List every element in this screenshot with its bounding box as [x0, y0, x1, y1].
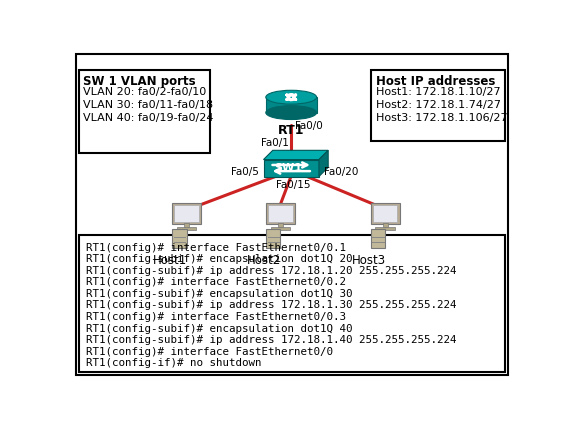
Text: Host3: Host3 — [352, 255, 386, 267]
Text: RT1(config-subif)# encapsulation dot1Q 20: RT1(config-subif)# encapsulation dot1Q 2… — [86, 254, 353, 264]
Text: RT1(config-subif)# ip address 172.18.1.40 255.255.255.224: RT1(config-subif)# ip address 172.18.1.4… — [86, 335, 457, 345]
FancyBboxPatch shape — [266, 203, 295, 224]
Text: Host1: Host1 — [153, 255, 187, 267]
Text: SW1: SW1 — [274, 163, 302, 173]
Text: RT1(config-subif)# encapsulation dot1Q 40: RT1(config-subif)# encapsulation dot1Q 4… — [86, 323, 353, 334]
FancyBboxPatch shape — [172, 203, 201, 224]
Polygon shape — [319, 150, 328, 176]
Text: Fa0/20: Fa0/20 — [324, 167, 358, 177]
Text: Fa0/0: Fa0/0 — [295, 122, 323, 131]
Text: Host2: 172.18.1.74/27: Host2: 172.18.1.74/27 — [376, 100, 501, 110]
Polygon shape — [263, 150, 328, 159]
Text: Fa0/5: Fa0/5 — [231, 167, 259, 177]
FancyBboxPatch shape — [373, 205, 397, 221]
FancyBboxPatch shape — [76, 54, 508, 375]
FancyBboxPatch shape — [172, 229, 187, 248]
FancyBboxPatch shape — [383, 223, 387, 227]
FancyBboxPatch shape — [79, 235, 505, 372]
Text: RT1(config)# interface FastEthernet0/0.1: RT1(config)# interface FastEthernet0/0.1 — [86, 243, 347, 253]
FancyBboxPatch shape — [271, 227, 290, 230]
FancyBboxPatch shape — [278, 223, 283, 227]
FancyBboxPatch shape — [266, 97, 316, 113]
FancyBboxPatch shape — [376, 227, 395, 230]
Text: Fa0/1: Fa0/1 — [261, 139, 289, 148]
Ellipse shape — [266, 90, 316, 104]
Text: SW 1 VLAN ports: SW 1 VLAN ports — [83, 75, 196, 88]
FancyBboxPatch shape — [184, 223, 189, 227]
Text: Host2: Host2 — [247, 255, 282, 267]
FancyBboxPatch shape — [269, 205, 292, 221]
Text: RT1(config-if)# no shutdown: RT1(config-if)# no shutdown — [86, 358, 262, 368]
Text: RT1(config-subif)# ip address 172.18.1.20 255.255.255.224: RT1(config-subif)# ip address 172.18.1.2… — [86, 266, 457, 276]
Ellipse shape — [266, 106, 316, 119]
FancyBboxPatch shape — [370, 229, 385, 248]
FancyBboxPatch shape — [266, 229, 281, 248]
Text: Host3: 172.18.1.106/27: Host3: 172.18.1.106/27 — [376, 113, 508, 123]
FancyBboxPatch shape — [79, 70, 209, 153]
Text: RT1(config)# interface FastEthernet0/0.2: RT1(config)# interface FastEthernet0/0.2 — [86, 278, 347, 287]
Text: RT1(config-subif)# ip address 172.18.1.30 255.255.255.224: RT1(config-subif)# ip address 172.18.1.3… — [86, 300, 457, 311]
FancyBboxPatch shape — [174, 205, 199, 221]
Text: RT1: RT1 — [278, 124, 304, 137]
Text: RT1(config-subif)# encapsulation dot1Q 30: RT1(config-subif)# encapsulation dot1Q 3… — [86, 289, 353, 299]
Text: RT1(config)# interface FastEthernet0/0.3: RT1(config)# interface FastEthernet0/0.3 — [86, 312, 347, 322]
FancyBboxPatch shape — [177, 227, 196, 230]
Text: VLAN 30: fa0/11-fa0/18: VLAN 30: fa0/11-fa0/18 — [83, 100, 213, 110]
Text: Fa0/15: Fa0/15 — [275, 180, 310, 190]
Text: Host1: 172.18.1.10/27: Host1: 172.18.1.10/27 — [376, 87, 501, 97]
Text: RT1(config)# interface FastEthernet0/0: RT1(config)# interface FastEthernet0/0 — [86, 347, 333, 357]
FancyBboxPatch shape — [370, 203, 399, 224]
FancyBboxPatch shape — [263, 159, 319, 176]
Text: VLAN 20: fa0/2-fa0/10: VLAN 20: fa0/2-fa0/10 — [83, 87, 207, 97]
Text: VLAN 40: fa0/19-fa0/24: VLAN 40: fa0/19-fa0/24 — [83, 113, 214, 123]
Text: Host IP addresses: Host IP addresses — [376, 75, 495, 88]
FancyBboxPatch shape — [372, 70, 505, 141]
